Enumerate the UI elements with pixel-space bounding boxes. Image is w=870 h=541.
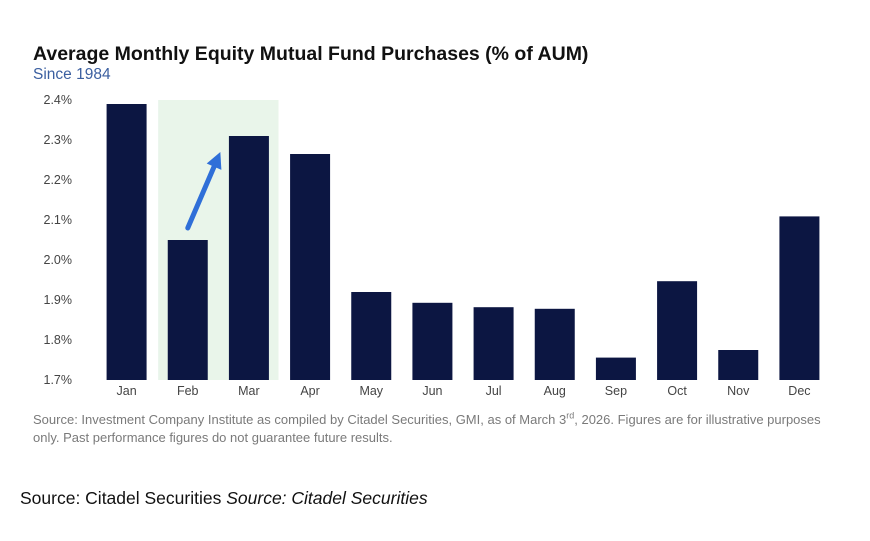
footer-source: Source: Citadel Securities Source: Citad… — [20, 488, 428, 509]
x-tick-label: Apr — [300, 384, 319, 398]
bar-dec — [779, 216, 820, 380]
trend-arrow-shaft — [185, 164, 217, 231]
x-tick-label: Nov — [727, 384, 750, 398]
x-tick-label: Jun — [422, 384, 442, 398]
x-tick-label: Dec — [788, 384, 810, 398]
x-tick-label: Jul — [486, 384, 502, 398]
bar-feb — [167, 240, 208, 380]
x-tick-label: Aug — [544, 384, 566, 398]
y-tick-label: 2.3% — [44, 133, 73, 147]
y-tick-label: 2.4% — [44, 93, 73, 107]
source-note: Source: Investment Company Institute as … — [33, 411, 848, 447]
source-note-suffix: , 2026. Figures are for illustrative pur… — [33, 412, 821, 445]
y-tick-label: 1.9% — [44, 293, 73, 307]
bar-jun — [412, 302, 453, 380]
bar-jan — [106, 104, 147, 380]
x-tick-label: Mar — [238, 384, 260, 398]
bar-sep — [595, 357, 636, 380]
bar-chart: 1.7% 1.8% 1.9% 2.0% 2.1% 2.2% 2.3% 2.4% Jan Feb Ma… — [44, 93, 820, 398]
y-tick-label: 1.7% — [44, 373, 73, 387]
y-tick-label: 2.2% — [44, 173, 73, 187]
y-tick-label: 2.0% — [44, 253, 73, 267]
y-tick-label: 1.8% — [44, 333, 73, 347]
x-tick-label: Feb — [177, 384, 199, 398]
trend-arrow-head — [206, 152, 222, 170]
bar-may — [351, 292, 392, 380]
bar-oct — [657, 281, 698, 380]
footer-source-italic: Source: Citadel Securities — [226, 488, 428, 508]
bar-mar — [228, 136, 269, 380]
y-tick-label: 2.1% — [44, 213, 73, 227]
bar-nov — [718, 350, 759, 380]
x-tick-label: Oct — [667, 384, 687, 398]
bar-apr — [290, 154, 331, 380]
source-note-prefix: Source: Investment Company Institute as … — [33, 412, 567, 427]
bar-aug — [534, 308, 575, 380]
x-tick-label: May — [359, 384, 383, 398]
source-note-sup: rd — [566, 410, 575, 421]
footer-source-plain: Source: Citadel Securities — [20, 488, 222, 508]
chart-subtitle: Since 1984 — [33, 66, 111, 83]
x-tick-label: Sep — [605, 384, 627, 398]
chart-title: Average Monthly Equity Mutual Fund Purch… — [33, 43, 589, 65]
bar-jul — [473, 307, 514, 380]
x-tick-label: Jan — [117, 384, 137, 398]
